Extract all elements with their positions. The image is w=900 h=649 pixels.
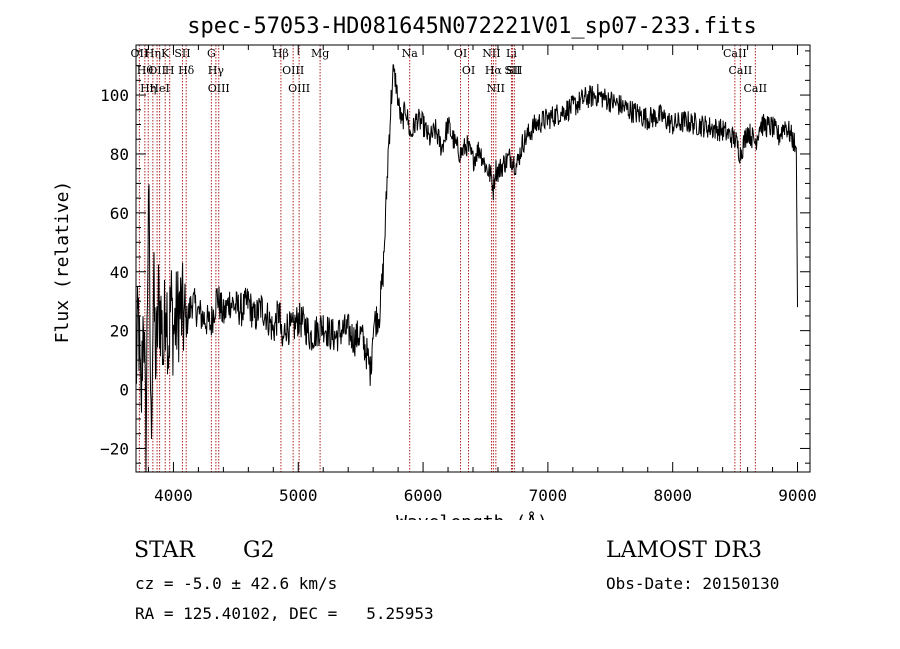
x-tick-label: 9000 bbox=[778, 486, 817, 505]
series-layer bbox=[135, 64, 798, 473]
line-marker-label: Hγ bbox=[208, 64, 225, 77]
chart-title: spec-57053-HD081645N072221V01_sp07-233.f… bbox=[187, 14, 757, 39]
line-marker-label: OII bbox=[131, 47, 149, 60]
line-marker-label: Hη bbox=[140, 82, 156, 95]
observation-date: Obs-Date: 20150130 bbox=[606, 574, 780, 593]
line-marker-label: OI bbox=[462, 64, 475, 77]
line-marker-label: H bbox=[165, 64, 175, 77]
line-marker-label: K bbox=[161, 47, 170, 60]
line-marker-label: NII bbox=[482, 47, 500, 60]
x-tick-label: 4000 bbox=[154, 486, 193, 505]
x-tick-label: 5000 bbox=[279, 486, 318, 505]
line-marker-label: OIII bbox=[282, 64, 304, 77]
line-marker-label: SII bbox=[174, 47, 190, 60]
line-marker-label: Hθ bbox=[137, 64, 154, 77]
line-marker-label: CaII bbox=[723, 47, 747, 60]
x-axis-label: Wavelength (Å) bbox=[396, 511, 548, 520]
y-tick-label: 0 bbox=[119, 381, 129, 400]
y-tick-label: 100 bbox=[100, 86, 129, 105]
object-subclass: G2 bbox=[243, 538, 275, 563]
line-marker-label: CaII bbox=[743, 82, 767, 95]
y-tick-label: 80 bbox=[110, 145, 129, 164]
line-marker-label: SII bbox=[504, 64, 520, 77]
y-tick-label: 40 bbox=[110, 263, 129, 282]
x-tick-label: 7000 bbox=[529, 486, 568, 505]
line-marker-label: OIII bbox=[208, 82, 230, 95]
y-tick-label: 20 bbox=[110, 322, 129, 341]
x-tick-label: 8000 bbox=[653, 486, 692, 505]
y-tick-label: −20 bbox=[100, 439, 129, 458]
survey-name: LAMOST DR3 bbox=[606, 538, 762, 563]
line-marker-label: OI bbox=[454, 47, 467, 60]
line-marker-label: SII bbox=[506, 64, 522, 77]
line-marker-label: G bbox=[207, 47, 216, 60]
x-tick-label: 6000 bbox=[404, 486, 443, 505]
y-tick-label: 60 bbox=[110, 204, 129, 223]
line-marker-label: Hδ bbox=[178, 64, 195, 77]
line-marker-label: NII bbox=[487, 82, 505, 95]
line-marker-label: Li bbox=[506, 47, 517, 60]
line-marker-label: Hα bbox=[485, 64, 503, 77]
line-marker-label: Mg bbox=[311, 47, 329, 60]
line-marker-label: HeI bbox=[149, 82, 169, 95]
coordinates: RA = 125.40102, DEC = 5.25953 bbox=[135, 604, 434, 623]
line-marker-label: Na bbox=[402, 47, 419, 60]
object-class: STAR bbox=[134, 538, 195, 563]
line-marker-label: Hη bbox=[145, 47, 161, 60]
line-marker-labels: OIIHθHηHηOIIHeIKHSIIHδGHγOIIIHβOIIIOIIIM… bbox=[131, 47, 768, 95]
y-axis-label: Flux (relative) bbox=[52, 181, 73, 344]
axis-ticks: 4000 5000 6000 7000 8000 9000 −20 0 20 40 60 80 100 bbox=[100, 45, 817, 505]
series-line-flux bbox=[135, 64, 798, 473]
line-marker-label: OIII bbox=[288, 82, 310, 95]
line-marker-label: Hβ bbox=[273, 47, 289, 60]
redshift-cz: cz = -5.0 ± 42.6 km/s bbox=[135, 574, 338, 593]
spectrum-plot: spec-57053-HD081645N072221V01_sp07-233.f… bbox=[52, 14, 817, 520]
line-markers bbox=[138, 45, 756, 472]
line-marker-label: OII bbox=[148, 64, 166, 77]
plot-frame bbox=[135, 44, 811, 473]
line-marker-label: CaII bbox=[729, 64, 753, 77]
